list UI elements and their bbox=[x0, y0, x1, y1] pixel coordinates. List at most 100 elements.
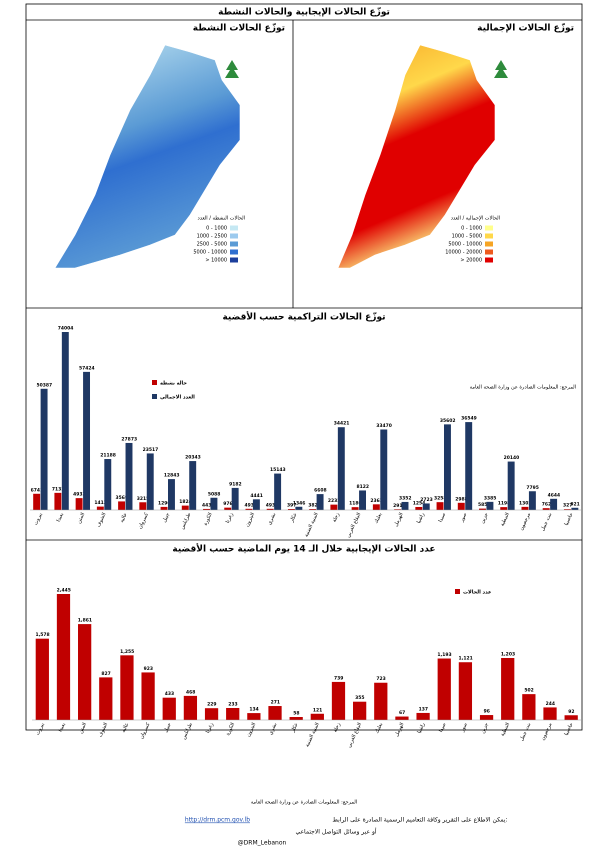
legend-label: 1000 - 2500 bbox=[197, 234, 227, 240]
bar bbox=[331, 681, 346, 720]
x-tick-label: بشري bbox=[268, 722, 279, 736]
x-tick-label: بنت جبيل bbox=[519, 722, 533, 742]
bar bbox=[542, 508, 550, 510]
x-tick-label: بيروت bbox=[35, 722, 46, 736]
legend-swatch bbox=[485, 249, 493, 255]
data-label: 7131 bbox=[52, 486, 65, 492]
x-tick-label: المنية الضنية bbox=[303, 512, 319, 538]
legend-swatch bbox=[230, 233, 238, 239]
data-label: 1290 bbox=[158, 500, 171, 506]
x-tick-label: بيروت bbox=[33, 512, 44, 526]
x-tick-label: بعبدا bbox=[56, 512, 65, 523]
bar bbox=[437, 658, 451, 720]
bar bbox=[372, 504, 380, 510]
x-tick-label: زغرتا bbox=[205, 721, 215, 734]
data-label: 121 bbox=[313, 707, 322, 713]
data-label: 35602 bbox=[440, 418, 456, 424]
bar bbox=[479, 715, 494, 720]
bar bbox=[287, 509, 295, 510]
data-label: 20140 bbox=[504, 455, 520, 461]
bar bbox=[268, 706, 282, 720]
map-title: توزّع الحالات الإجمالية bbox=[477, 23, 574, 33]
map-shape bbox=[54, 44, 241, 269]
x-tick-label: جبيل bbox=[163, 722, 173, 734]
bar bbox=[35, 638, 49, 720]
legend-label: العدد الاجمالي bbox=[160, 395, 195, 401]
data-label: 502 bbox=[524, 688, 533, 694]
footer-link[interactable]: http://drm.pcm.gov.lb bbox=[185, 817, 250, 824]
data-label: 12843 bbox=[164, 473, 180, 479]
x-tick-label: زغرتا bbox=[225, 511, 235, 524]
legend-label: 5000 - 10000 bbox=[193, 250, 227, 256]
x-tick-label: صيدا bbox=[438, 512, 448, 523]
data-label: 2,445 bbox=[57, 588, 71, 594]
data-label: 1302 bbox=[519, 500, 532, 506]
legend-swatch bbox=[455, 589, 460, 594]
x-tick-label: عكار bbox=[289, 512, 299, 524]
data-label: 74004 bbox=[58, 326, 74, 332]
bar bbox=[351, 507, 359, 510]
data-label: 20343 bbox=[185, 455, 201, 461]
bar bbox=[401, 501, 409, 510]
bar bbox=[247, 713, 261, 720]
data-label: 493 bbox=[266, 502, 275, 508]
legend-label: > 20000 bbox=[460, 258, 482, 264]
data-label: 96 bbox=[484, 709, 490, 715]
data-label: 7795 bbox=[526, 485, 539, 491]
data-label: 34421 bbox=[334, 421, 350, 427]
data-label: 33470 bbox=[376, 423, 392, 429]
bar bbox=[353, 701, 367, 720]
legend-swatch bbox=[230, 241, 238, 247]
x-tick-label: النبطية bbox=[500, 722, 511, 737]
bar bbox=[252, 499, 260, 510]
bar bbox=[83, 371, 91, 510]
data-label: 244 bbox=[546, 701, 555, 707]
bar bbox=[56, 594, 71, 720]
bar bbox=[563, 509, 571, 510]
x-tick-label: حاصبيا bbox=[563, 722, 574, 737]
bar bbox=[139, 502, 147, 510]
data-label: 21188 bbox=[100, 453, 116, 459]
bar bbox=[444, 424, 451, 510]
bar bbox=[571, 507, 579, 510]
bar bbox=[75, 498, 83, 510]
data-label: 36549 bbox=[461, 416, 477, 422]
legend-label: > 10000 bbox=[205, 258, 227, 264]
bar bbox=[310, 713, 324, 720]
footer-text: أو عبر وسائل التواصل الاجتماعي bbox=[295, 828, 376, 836]
frame bbox=[25, 3, 583, 731]
data-label: 4932 bbox=[73, 492, 86, 498]
data-label: 27873 bbox=[121, 436, 137, 442]
page-title: توزّع الحالات الإيجابية والحالات النشطة bbox=[218, 7, 390, 17]
x-tick-label: كسروان bbox=[139, 721, 152, 740]
bar bbox=[465, 422, 473, 510]
x-tick-label: بعلبك bbox=[374, 722, 384, 735]
data-label: 1254 bbox=[413, 500, 426, 506]
x-tick-label: الكورة bbox=[203, 512, 214, 527]
data-label: 3569 bbox=[116, 495, 129, 501]
legend-swatch bbox=[485, 233, 493, 239]
x-tick-label: كسروان bbox=[137, 511, 150, 530]
x-tick-label: البترون bbox=[246, 722, 258, 738]
footer-source: المرجع: المعلومات الصادرة عن وزارة الصحة… bbox=[251, 800, 357, 806]
x-tick-label: صور bbox=[459, 512, 469, 524]
bar bbox=[500, 507, 508, 510]
x-tick-label: المنية الضنية bbox=[304, 722, 320, 748]
bar bbox=[189, 461, 197, 510]
x-tick-label: بشري bbox=[267, 512, 278, 526]
bar bbox=[40, 388, 48, 510]
data-label: 2723 bbox=[420, 497, 433, 503]
footer-text: يمكن الاطلاع على التقرير وكافة التعاميم … bbox=[332, 817, 507, 824]
data-label: 433 bbox=[165, 691, 174, 697]
x-tick-label: الشوف bbox=[96, 512, 108, 528]
data-label: 4644 bbox=[548, 492, 561, 498]
bar bbox=[521, 506, 529, 510]
bar bbox=[231, 487, 239, 510]
data-label: 9182 bbox=[229, 481, 242, 487]
data-label: 1,121 bbox=[459, 656, 473, 662]
data-label: 57424 bbox=[79, 365, 95, 371]
data-label: 1,255 bbox=[120, 649, 134, 655]
bar bbox=[337, 427, 345, 510]
x-tick-label: بنت جبيل bbox=[540, 512, 554, 532]
